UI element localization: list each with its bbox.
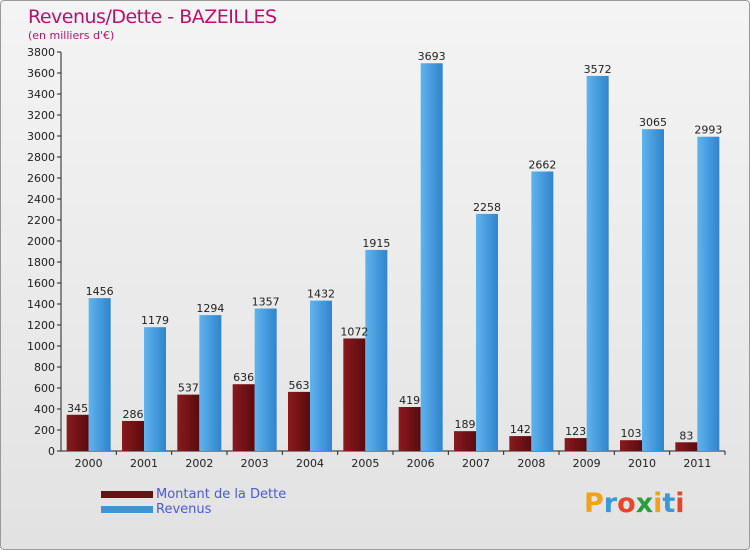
y-tick-label: 3000: [27, 130, 55, 143]
logo-letter: P: [584, 488, 604, 519]
data-label-debt: 103: [621, 427, 642, 440]
y-tick-label: 2800: [27, 151, 55, 164]
bar-debt: [398, 407, 421, 451]
logo-letter: t: [662, 488, 676, 519]
bar-debt: [675, 442, 698, 451]
data-label-revenue: 2662: [528, 158, 556, 171]
x-tick-label: 2000: [75, 457, 103, 470]
data-label-debt: 537: [178, 382, 199, 395]
data-label-revenue: 1432: [307, 288, 335, 301]
bar-revenue: [420, 63, 443, 452]
data-label-revenue: 1915: [362, 237, 390, 250]
logo-letter: r: [603, 488, 618, 519]
logo-letter: i: [653, 488, 663, 519]
chart-subtitle: (en milliers d'€): [28, 29, 115, 42]
y-tick-label: 2000: [27, 235, 55, 248]
y-tick-label: 1200: [27, 319, 55, 332]
x-tick-label: 2008: [517, 457, 545, 470]
x-tick-label: 2002: [185, 457, 213, 470]
data-label-revenue: 3065: [639, 116, 667, 129]
bar-debt: [288, 391, 310, 451]
bar-revenue: [642, 129, 664, 452]
logo-letter: x: [635, 488, 654, 519]
data-label-debt: 1072: [340, 325, 368, 338]
bar-debt: [343, 338, 366, 451]
y-tick-label: 0: [48, 445, 55, 458]
bar-revenue: [254, 308, 277, 451]
x-tick-label: 2011: [683, 457, 711, 470]
bar-debt: [232, 384, 255, 451]
bar-revenue: [310, 300, 332, 451]
y-tick-label: 1600: [27, 277, 55, 290]
bar-revenue: [365, 249, 388, 451]
data-label-revenue: 3693: [418, 50, 446, 63]
bar-debt: [66, 414, 89, 451]
data-label-revenue: 2258: [473, 201, 501, 214]
x-tick-label: 2009: [573, 457, 601, 470]
x-tick-label: 2006: [407, 457, 435, 470]
x-tick-label: 2007: [462, 457, 490, 470]
data-label-revenue: 1357: [252, 296, 280, 309]
bar-debt: [177, 394, 200, 451]
bar-revenue: [144, 327, 166, 451]
x-tick-label: 2010: [628, 457, 656, 470]
data-label-revenue: 1179: [141, 314, 169, 327]
data-label-debt: 286: [123, 408, 144, 421]
chart-title: Revenus/Dette - BAZEILLES: [28, 6, 277, 28]
data-label-revenue: 2993: [694, 124, 722, 137]
data-label-revenue: 3572: [584, 63, 612, 76]
y-tick-label: 2600: [27, 172, 55, 185]
bar-revenue: [586, 75, 609, 451]
y-tick-label: 3400: [27, 88, 55, 101]
bar-debt: [509, 436, 532, 451]
y-tick-label: 600: [34, 382, 55, 395]
legend-label-debt: Montant de la Dette: [156, 487, 287, 502]
y-tick-label: 800: [34, 361, 55, 374]
y-tick-label: 1400: [27, 298, 55, 311]
x-tick-label: 2005: [351, 457, 379, 470]
y-tick-label: 2400: [27, 193, 55, 206]
bar-revenue: [88, 298, 111, 451]
axes: 0 200 400 600 800 1000 1200 1400 1600 1800 2000 220…: [27, 46, 726, 470]
logo-letter: o: [617, 488, 636, 519]
bars: [66, 63, 720, 452]
y-tick-label: 1800: [27, 256, 55, 269]
data-label-debt: 123: [565, 425, 586, 438]
x-tick-label: 2001: [130, 457, 158, 470]
bar-debt: [454, 431, 476, 451]
data-label-debt: 419: [399, 394, 420, 407]
legend-label-revenue: Revenus: [156, 502, 212, 517]
bar-debt: [122, 420, 144, 451]
y-tick-label: 400: [34, 403, 55, 416]
data-label-revenue: 1456: [86, 285, 114, 298]
legend-swatch-revenue: [101, 506, 153, 513]
y-tick-label: 3200: [27, 109, 55, 122]
data-labels: 345 1456 286 1179 537 1294 636 1357 563 1432 1072 1…: [67, 50, 722, 442]
y-tick-label: 3800: [27, 46, 55, 59]
bar-revenue: [697, 136, 720, 452]
y-tick-label: 2200: [27, 214, 55, 227]
data-label-revenue: 1294: [196, 302, 224, 315]
data-label-debt: 83: [679, 429, 693, 442]
bar-revenue: [476, 213, 498, 451]
data-label-debt: 142: [510, 423, 531, 436]
data-label-debt: 189: [455, 418, 476, 431]
data-label-debt: 345: [67, 402, 88, 415]
legend-swatch-debt: [101, 491, 153, 498]
bar-revenue: [531, 171, 554, 452]
bar-debt: [620, 440, 642, 451]
logo-letter: i: [675, 488, 685, 519]
x-tick-label: 2003: [241, 457, 269, 470]
data-label-debt: 563: [289, 379, 310, 392]
data-label-debt: 636: [233, 371, 254, 384]
proxiti-logo: Proxiti: [584, 488, 685, 519]
y-tick-label: 200: [34, 424, 55, 437]
bar-debt: [564, 438, 587, 451]
bar-revenue: [199, 315, 222, 451]
y-tick-label: 1000: [27, 340, 55, 353]
x-tick-label: 2004: [296, 457, 324, 470]
y-tick-label: 3600: [27, 67, 55, 80]
